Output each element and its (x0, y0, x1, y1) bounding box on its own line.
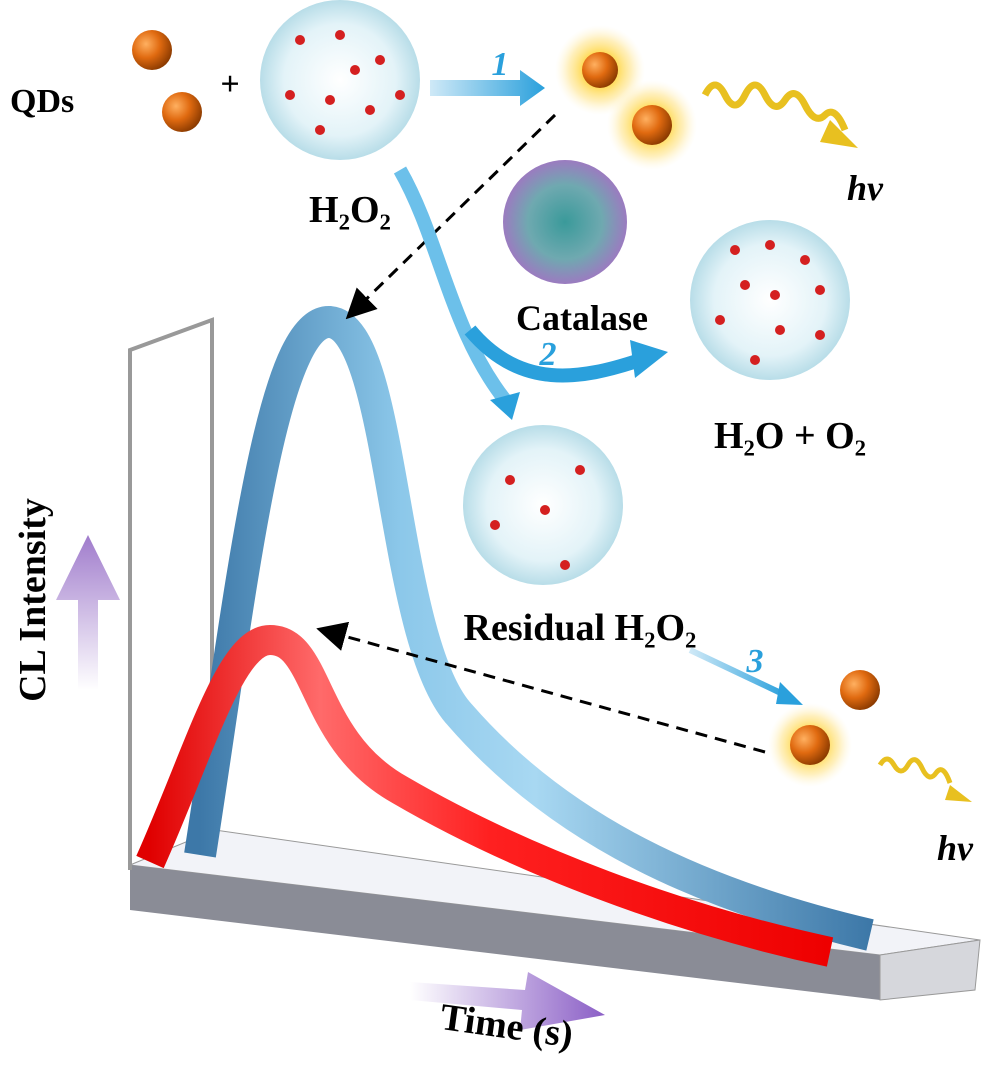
qd (132, 30, 172, 70)
catalase (503, 160, 627, 284)
wave-head (945, 785, 972, 802)
hv-top: hv (847, 168, 884, 208)
arrow-head (490, 392, 520, 420)
catalase-label: Catalase (516, 298, 648, 338)
y-arrow (56, 535, 120, 690)
products-label: H₂O + O₂ (714, 415, 866, 457)
arrow-2 (464, 325, 643, 383)
qds-label: QDs (10, 83, 74, 120)
residual-label: Residual H₂O₂ (464, 607, 697, 649)
hv-bottom: hv (937, 828, 974, 868)
arrow-1 (430, 70, 545, 106)
y-axis-label: CL Intensity (12, 498, 54, 702)
qd (790, 725, 830, 765)
light-wave (877, 756, 953, 784)
qd (162, 92, 202, 132)
step-2: 2 (539, 336, 557, 373)
qd (582, 52, 618, 88)
h2o2-label: H₂O₂ (309, 189, 391, 231)
light-wave (701, 81, 849, 132)
residual-sphere (463, 425, 623, 585)
blue-curve (184, 306, 874, 951)
arrow-3 (688, 647, 787, 698)
step-1: 1 (492, 46, 509, 83)
wave-head (820, 120, 858, 148)
plus: + (220, 66, 239, 103)
arrow-head (630, 340, 668, 378)
x-arrow (410, 972, 605, 1030)
dashed-arrow (316, 621, 766, 754)
arrow-split (393, 166, 511, 405)
products-sphere (690, 220, 850, 380)
qd (840, 670, 880, 710)
dashed-arrow (345, 113, 557, 320)
qd (632, 105, 672, 145)
step-3: 3 (746, 643, 764, 680)
arrow-head (776, 682, 803, 705)
red-curve (136, 624, 834, 967)
h2o2-sphere (260, 0, 420, 160)
